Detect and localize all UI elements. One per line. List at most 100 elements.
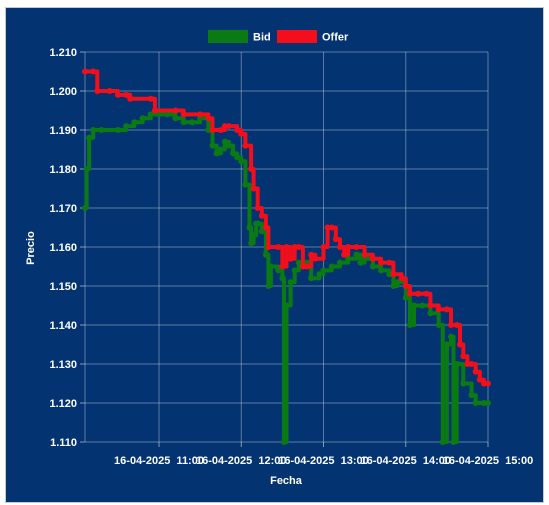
data-point-offer[interactable]	[427, 302, 434, 309]
data-point-offer[interactable]	[476, 376, 483, 383]
data-point-offer[interactable]	[415, 290, 422, 297]
data-point-bid[interactable]	[281, 439, 288, 445]
data-point-offer[interactable]	[234, 127, 241, 133]
data-point-bid[interactable]	[453, 361, 460, 367]
data-point-bid[interactable]	[238, 158, 245, 165]
data-point-bid[interactable]	[460, 380, 467, 387]
data-point-bid[interactable]	[250, 232, 257, 239]
data-point-offer[interactable]	[225, 123, 232, 130]
data-point-offer[interactable]	[279, 263, 286, 270]
data-point-bid[interactable]	[468, 392, 475, 399]
data-point-bid[interactable]	[213, 150, 220, 157]
legend-item-offer[interactable]: Offer	[277, 30, 349, 44]
data-point-offer[interactable]	[262, 224, 269, 231]
data-point-bid[interactable]	[217, 146, 224, 153]
data-point-bid[interactable]	[443, 341, 450, 348]
data-point-offer[interactable]	[464, 361, 471, 367]
data-point-bid[interactable]	[480, 400, 487, 406]
data-point-offer[interactable]	[480, 380, 487, 387]
data-point-offer[interactable]	[423, 290, 430, 297]
data-point-bid[interactable]	[390, 283, 397, 289]
data-point-offer[interactable]	[291, 244, 298, 250]
data-point-offer[interactable]	[254, 205, 261, 211]
data-point-bid[interactable]	[123, 123, 130, 130]
data-point-bid[interactable]	[472, 400, 479, 406]
data-point-bid[interactable]	[279, 275, 286, 282]
data-point-offer[interactable]	[250, 185, 257, 192]
data-point-bid[interactable]	[357, 259, 364, 266]
data-point-bid[interactable]	[156, 111, 163, 118]
data-point-bid[interactable]	[205, 127, 212, 133]
data-point-offer[interactable]	[386, 259, 393, 266]
data-point-offer[interactable]	[299, 263, 306, 270]
data-point-bid[interactable]	[320, 267, 327, 274]
data-point-offer[interactable]	[248, 166, 255, 172]
data-point-bid[interactable]	[287, 279, 294, 286]
data-point-offer[interactable]	[151, 107, 158, 114]
data-point-offer[interactable]	[275, 244, 282, 250]
data-point-bid[interactable]	[406, 322, 413, 328]
data-point-offer[interactable]	[472, 368, 479, 375]
data-point-bid[interactable]	[447, 333, 454, 340]
data-point-bid[interactable]	[90, 127, 97, 133]
data-point-bid[interactable]	[394, 279, 401, 286]
data-point-offer[interactable]	[336, 244, 343, 250]
data-point-offer[interactable]	[106, 88, 113, 94]
data-point-offer[interactable]	[485, 380, 491, 387]
data-point-offer[interactable]	[265, 244, 272, 250]
data-point-offer[interactable]	[242, 142, 249, 149]
data-point-offer[interactable]	[283, 244, 290, 250]
data-point-bid[interactable]	[246, 224, 253, 231]
data-point-bid[interactable]	[485, 400, 491, 406]
data-point-bid[interactable]	[345, 255, 352, 262]
data-point-offer[interactable]	[457, 341, 464, 348]
data-point-offer[interactable]	[332, 236, 339, 243]
data-point-offer[interactable]	[453, 322, 460, 328]
data-point-bid[interactable]	[209, 142, 216, 149]
data-point-bid[interactable]	[230, 150, 237, 157]
data-point-bid[interactable]	[131, 119, 138, 126]
data-point-bid[interactable]	[386, 271, 393, 278]
data-point-offer[interactable]	[114, 91, 121, 98]
data-point-offer[interactable]	[341, 251, 348, 258]
data-point-offer[interactable]	[94, 88, 101, 94]
data-point-bid[interactable]	[164, 111, 171, 118]
data-point-bid[interactable]	[308, 275, 315, 282]
data-point-bid[interactable]	[188, 119, 195, 126]
data-point-offer[interactable]	[308, 251, 315, 258]
data-point-offer[interactable]	[468, 361, 475, 367]
data-point-bid[interactable]	[427, 310, 434, 317]
data-point-offer[interactable]	[443, 306, 450, 313]
data-point-offer[interactable]	[287, 255, 294, 262]
data-point-bid[interactable]	[258, 228, 265, 235]
data-point-bid[interactable]	[180, 119, 187, 126]
data-point-bid[interactable]	[254, 220, 261, 227]
data-point-offer[interactable]	[390, 271, 397, 278]
data-point-bid[interactable]	[139, 115, 146, 122]
data-point-offer[interactable]	[328, 224, 335, 231]
data-point-bid[interactable]	[83, 166, 90, 172]
data-point-offer[interactable]	[406, 290, 413, 297]
data-point-offer[interactable]	[369, 255, 376, 262]
data-point-bid[interactable]	[225, 142, 232, 149]
data-point-offer[interactable]	[238, 130, 245, 137]
data-point-bid[interactable]	[439, 439, 446, 445]
data-point-offer[interactable]	[197, 111, 204, 118]
data-point-bid[interactable]	[86, 134, 93, 141]
data-point-bid[interactable]	[291, 267, 298, 274]
data-point-bid[interactable]	[147, 111, 154, 118]
data-point-bid[interactable]	[172, 115, 179, 122]
data-point-bid[interactable]	[450, 439, 457, 445]
data-point-offer[interactable]	[123, 91, 130, 98]
data-point-bid[interactable]	[242, 181, 249, 188]
data-point-bid[interactable]	[316, 271, 323, 278]
data-point-offer[interactable]	[402, 283, 409, 289]
data-point-bid[interactable]	[410, 302, 417, 309]
data-point-offer[interactable]	[209, 127, 216, 133]
data-point-offer[interactable]	[180, 111, 187, 118]
data-point-bid[interactable]	[82, 205, 88, 211]
data-point-bid[interactable]	[295, 259, 302, 266]
data-point-offer[interactable]	[460, 353, 467, 360]
data-point-offer[interactable]	[127, 95, 134, 102]
data-point-offer[interactable]	[172, 107, 179, 114]
